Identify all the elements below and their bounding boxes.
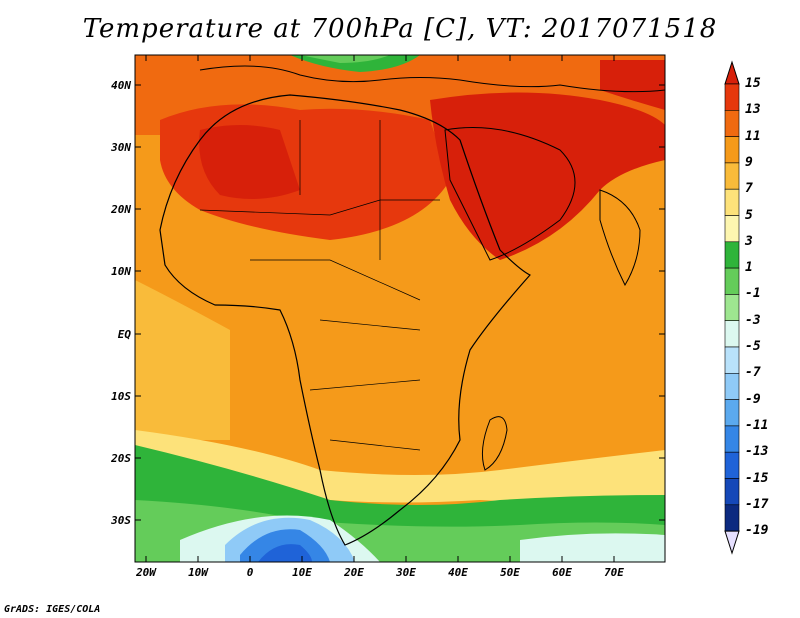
colorbar-label: 1 — [745, 260, 753, 276]
colorbar-label: 9 — [745, 154, 753, 170]
colorbar-label: -15 — [745, 470, 769, 486]
colorbar-swatch — [724, 162, 740, 190]
colorbar-swatch — [724, 294, 740, 321]
lon-label: 30E — [396, 566, 416, 579]
colorbar-label: 7 — [745, 181, 753, 197]
colorbar-label: 5 — [745, 207, 753, 223]
colorbar-swatch — [724, 267, 740, 295]
colorbar-swatch — [724, 83, 740, 111]
axis-ticks — [135, 55, 665, 562]
lat-label: 40N — [111, 79, 131, 92]
colorbar-swatch — [724, 504, 740, 532]
colorbar-swatch — [724, 478, 740, 506]
lon-label: 60E — [552, 566, 572, 579]
colorbar-label: -3 — [745, 312, 761, 328]
colorbar — [724, 60, 740, 555]
lon-label: 0 — [246, 566, 254, 579]
colorbar-arrow-top — [724, 60, 740, 85]
lon-label: 10E — [292, 566, 312, 579]
lat-label: 30S — [111, 514, 131, 527]
colorbar-label: -17 — [745, 496, 769, 512]
colorbar-swatch — [724, 399, 740, 427]
lon-label: 50E — [500, 566, 520, 579]
colorbar-swatch — [724, 451, 740, 479]
lat-label: 20N — [111, 203, 131, 216]
colorbar-label: -5 — [745, 339, 761, 354]
colorbar-swatch — [724, 372, 740, 400]
colorbar-label: -11 — [745, 417, 769, 433]
colorbar-label: 11 — [745, 128, 761, 144]
lat-label: EQ — [117, 328, 131, 341]
colorbar-label: -19 — [745, 523, 769, 539]
colorbar-swatch — [724, 425, 740, 453]
colorbar-arrow-bottom — [724, 530, 740, 555]
lon-label: 20E — [344, 566, 364, 579]
lon-label: 20W — [136, 566, 156, 579]
colorbar-label: 13 — [745, 102, 761, 118]
lon-label: 70E — [604, 566, 624, 579]
lat-label: 10N — [111, 265, 131, 278]
colorbar-label: 3 — [745, 233, 753, 249]
colorbar-label: -1 — [745, 286, 761, 302]
colorbar-swatch — [724, 136, 740, 164]
colorbar-swatch — [724, 241, 740, 269]
colorbar-swatch — [724, 346, 740, 374]
colorbar-label: -9 — [745, 391, 761, 407]
lat-label: 30N — [111, 141, 131, 154]
credit-text: GrADS: IGES/COLA — [4, 604, 101, 615]
lon-label: 10W — [188, 566, 208, 579]
chart-title: Temperature at 700hPa [C], VT: 201707151… — [82, 14, 718, 44]
colorbar-label: -13 — [745, 444, 769, 460]
colorbar-swatch — [724, 188, 740, 216]
lon-label: 40E — [448, 566, 468, 579]
colorbar-swatch — [724, 215, 740, 243]
temperature-field — [135, 55, 665, 562]
colorbar-swatch — [724, 320, 740, 348]
colorbar-label: -7 — [745, 365, 761, 381]
lat-label: 20S — [111, 452, 131, 465]
colorbar-label: 15 — [745, 76, 761, 91]
lat-label: 10S — [111, 390, 131, 403]
colorbar-swatch — [724, 110, 740, 137]
